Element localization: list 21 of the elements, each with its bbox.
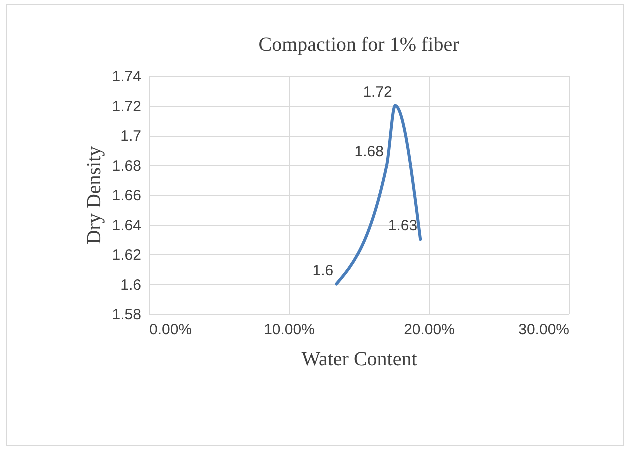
y-axis-title: Dry Density	[83, 146, 106, 245]
line-series	[335, 104, 422, 286]
x-tick-label: 10.00%	[264, 322, 315, 338]
data-label: 1.6	[312, 262, 334, 280]
y-tick-label: 1.62	[112, 247, 142, 264]
y-tick-label: 1.72	[112, 98, 142, 116]
y-tick-label: 1.74	[112, 68, 142, 86]
chart-title: Compaction for 1% fiber	[258, 34, 460, 56]
x-tick-label: 0.00%	[150, 322, 192, 338]
y-tick-label: 1.66	[112, 188, 142, 204]
y-tick-label: 1.68	[112, 158, 142, 175]
y-tick-label: 1.64	[112, 217, 142, 234]
x-tick-label: 30.00%	[518, 322, 570, 338]
x-tick-label: 20.00%	[404, 322, 455, 338]
y-tick-label: 1.58	[112, 306, 142, 324]
y-tick-label: 1.7	[120, 128, 142, 145]
data-label: 1.72	[363, 84, 392, 101]
x-axis-title: Water Content	[302, 348, 418, 370]
data-label: 1.63	[388, 218, 418, 235]
y-tick-label: 1.6	[120, 276, 142, 294]
data-label: 1.68	[354, 143, 384, 160]
